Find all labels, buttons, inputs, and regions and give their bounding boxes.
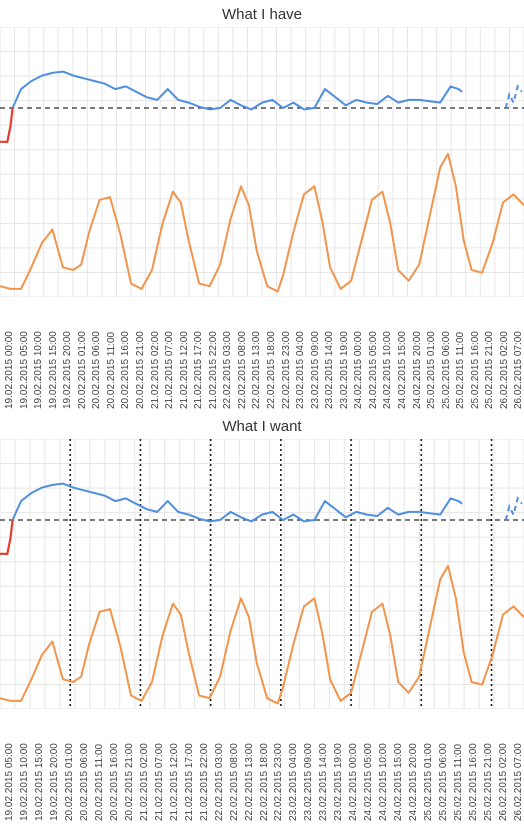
x-tick-label: 20.02.2015 21:00 <box>135 331 138 409</box>
x-tick-label: 21.02.2015 07:00 <box>154 743 157 821</box>
x-tick-label: 25.02.2015 11:00 <box>455 332 458 409</box>
chart-title: What I want <box>0 412 524 439</box>
x-tick-label: 24.02.2015 20:00 <box>412 331 415 409</box>
x-tick-label: 23.02.2015 04:00 <box>288 743 291 821</box>
x-tick-label: 22.02.2015 03:00 <box>214 743 217 821</box>
x-tick-label: 20.02.2015 11:00 <box>94 744 97 821</box>
x-tick-label: 26.02.2015 07:00 <box>513 743 516 821</box>
x-tick-label: 24.02.2015 10:00 <box>378 743 381 821</box>
x-tick-label: 20.02.2015 21:00 <box>124 743 127 821</box>
x-tick-label: 19.02.2015 10:00 <box>19 743 22 821</box>
x-tick-label: 22.02.2015 23:00 <box>273 743 276 821</box>
x-axis-labels: 19.02.2015 05:00 19.02.2015 10:00 19.02.20… <box>0 709 524 824</box>
x-tick-label: 25.02.2015 16:00 <box>470 331 473 409</box>
x-tick-label: 23.02.2015 19:00 <box>339 331 342 409</box>
x-tick-label: 24.02.2015 15:00 <box>397 331 400 409</box>
x-tick-label: 23.02.2015 09:00 <box>310 331 313 409</box>
x-tick-label: 22.02.2015 23:00 <box>281 331 284 409</box>
x-tick-label: 25.02.2015 01:00 <box>423 743 426 821</box>
x-tick-label: 24.02.2015 00:00 <box>353 331 356 409</box>
x-tick-label: 20.02.2015 06:00 <box>79 743 82 821</box>
x-tick-label: 23.02.2015 14:00 <box>324 331 327 409</box>
x-tick-label: 21.02.2015 17:00 <box>193 331 196 409</box>
x-tick-label: 21.02.2015 17:00 <box>184 743 187 821</box>
x-tick-label: 19.02.2015 10:00 <box>33 331 36 409</box>
x-tick-label: 21.02.2015 22:00 <box>199 743 202 821</box>
x-tick-label: 22.02.2015 13:00 <box>244 743 247 821</box>
x-tick-label: 22.02.2015 18:00 <box>266 331 269 409</box>
x-tick-label: 25.02.2015 21:00 <box>484 331 487 409</box>
x-tick-label: 24.02.2015 10:00 <box>382 331 385 409</box>
x-tick-label: 22.02.2015 08:00 <box>237 331 240 409</box>
x-tick-label: 23.02.2015 14:00 <box>318 743 321 821</box>
x-tick-label: 22.02.2015 18:00 <box>259 743 262 821</box>
x-tick-label: 19.02.2015 05:00 <box>19 331 22 409</box>
x-tick-label: 20.02.2015 01:00 <box>64 743 67 821</box>
x-tick-label: 24.02.2015 05:00 <box>363 743 366 821</box>
x-tick-label: 25.02.2015 21:00 <box>483 743 486 821</box>
x-tick-label: 23.02.2015 04:00 <box>295 331 298 409</box>
x-tick-label: 24.02.2015 05:00 <box>368 331 371 409</box>
x-tick-label: 24.02.2015 00:00 <box>348 743 351 821</box>
x-tick-label: 20.02.2015 06:00 <box>91 331 94 409</box>
x-tick-label: 21.02.2015 07:00 <box>164 331 167 409</box>
x-tick-label: 24.02.2015 20:00 <box>408 743 411 821</box>
x-tick-label: 25.02.2015 11:00 <box>453 744 456 821</box>
x-tick-label: 21.02.2015 02:00 <box>150 331 153 409</box>
x-tick-label: 19.02.2015 15:00 <box>34 743 37 821</box>
x-axis-labels: 19.02.2015 00:00 19.02.2015 05:00 19.02.20… <box>0 297 524 412</box>
x-tick-label: 20.02.2015 01:00 <box>77 331 80 409</box>
x-tick-label: 22.02.2015 03:00 <box>222 331 225 409</box>
x-tick-label: 24.02.2015 15:00 <box>393 743 396 821</box>
x-tick-label: 23.02.2015 19:00 <box>333 743 336 821</box>
plot-area <box>0 27 524 297</box>
x-tick-label: 20.02.2015 16:00 <box>120 331 123 409</box>
x-tick-label: 25.02.2015 16:00 <box>468 743 471 821</box>
x-tick-label: 21.02.2015 02:00 <box>139 743 142 821</box>
x-tick-label: 26.02.2015 02:00 <box>498 743 501 821</box>
x-tick-label: 21.02.2015 12:00 <box>179 331 182 409</box>
x-tick-label: 19.02.2015 20:00 <box>49 743 52 821</box>
x-tick-label: 25.02.2015 01:00 <box>426 331 429 409</box>
x-tick-label: 22.02.2015 13:00 <box>251 331 254 409</box>
chart-1: What I want 19.02.2015 05:00 19.02.2015 10… <box>0 412 524 824</box>
chart-title: What I have <box>0 0 524 27</box>
x-tick-label: 25.02.2015 06:00 <box>438 743 441 821</box>
x-tick-label: 20.02.2015 16:00 <box>109 743 112 821</box>
x-tick-label: 26.02.2015 07:00 <box>513 331 516 409</box>
x-tick-label: 19.02.2015 20:00 <box>62 331 65 409</box>
x-tick-label: 19.02.2015 00:00 <box>4 331 7 409</box>
x-tick-label: 21.02.2015 22:00 <box>208 331 211 409</box>
x-tick-label: 22.02.2015 08:00 <box>229 743 232 821</box>
x-tick-label: 19.02.2015 05:00 <box>4 743 7 821</box>
x-tick-label: 21.02.2015 12:00 <box>169 743 172 821</box>
x-tick-label: 19.02.2015 15:00 <box>48 331 51 409</box>
x-tick-label: 23.02.2015 09:00 <box>303 743 306 821</box>
x-tick-label: 20.02.2015 11:00 <box>106 332 109 409</box>
x-tick-label: 26.02.2015 02:00 <box>499 331 502 409</box>
x-tick-label: 25.02.2015 06:00 <box>441 331 444 409</box>
plot-area <box>0 439 524 709</box>
chart-0: What I have 19.02.2015 00:00 19.02.2015 05… <box>0 0 524 412</box>
